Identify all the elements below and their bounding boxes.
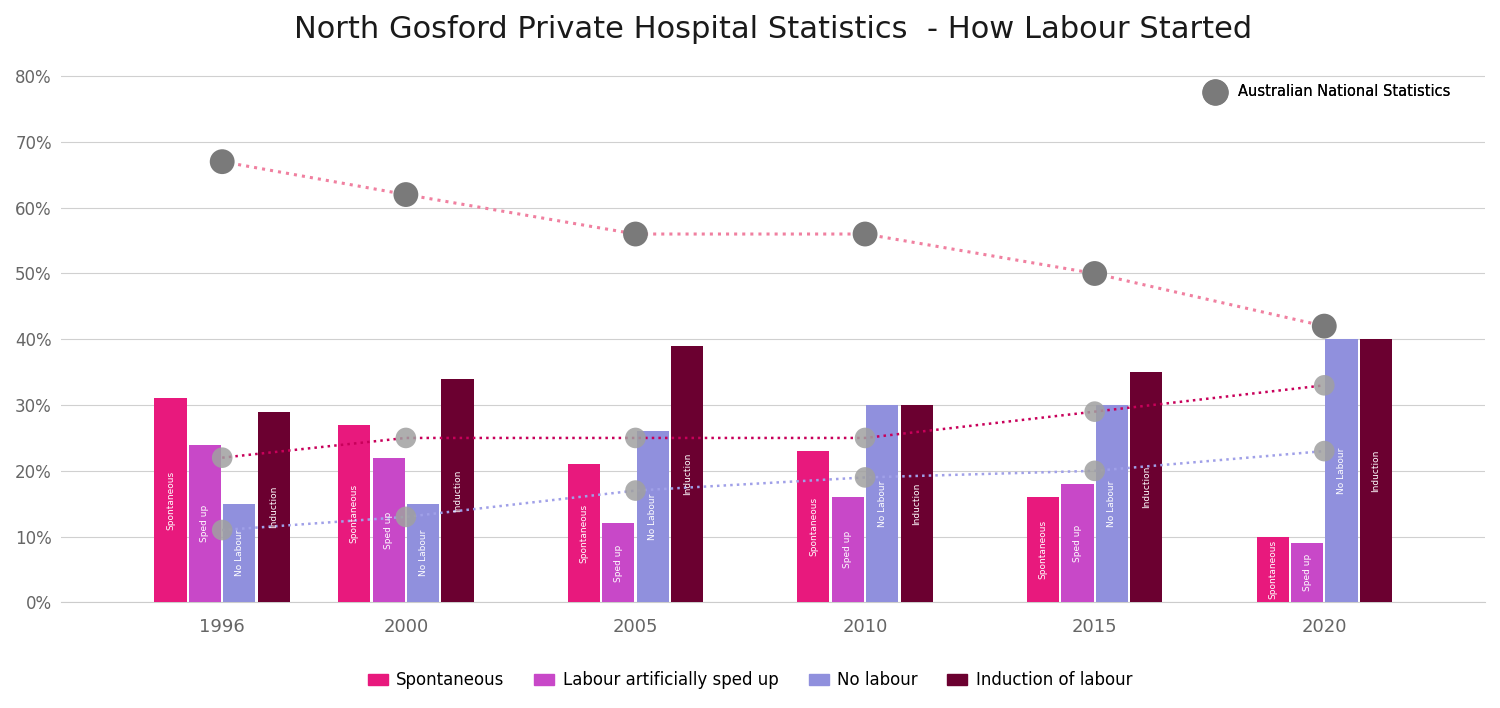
- Text: Spontaneous: Spontaneous: [1268, 540, 1276, 599]
- Text: Induction: Induction: [912, 483, 921, 525]
- Bar: [1062, 484, 1094, 603]
- Bar: [189, 445, 220, 603]
- Point: [1312, 445, 1336, 457]
- Point: [624, 229, 648, 240]
- Point: [1312, 321, 1336, 332]
- Bar: [224, 503, 255, 603]
- Point: [1083, 406, 1107, 417]
- Bar: [258, 411, 290, 603]
- Text: Spontaneous: Spontaneous: [166, 471, 176, 530]
- Bar: [154, 399, 186, 603]
- Point: [1083, 268, 1107, 279]
- Bar: [441, 379, 474, 603]
- Text: Sped up: Sped up: [843, 531, 852, 569]
- Point: [1083, 465, 1107, 476]
- Bar: [1131, 372, 1162, 603]
- Point: [210, 452, 234, 463]
- Bar: [338, 425, 370, 603]
- Bar: [670, 346, 704, 603]
- Bar: [1096, 405, 1128, 603]
- Bar: [406, 503, 439, 603]
- Bar: [1360, 339, 1392, 603]
- Bar: [900, 405, 933, 603]
- Point: [210, 525, 234, 536]
- Point: [624, 485, 648, 496]
- Text: No Labour: No Labour: [1107, 481, 1116, 527]
- Bar: [833, 497, 864, 603]
- Text: Sped up: Sped up: [1302, 554, 1311, 591]
- Text: No Labour: No Labour: [648, 493, 657, 540]
- Text: Induction: Induction: [1371, 450, 1380, 492]
- Point: [1312, 379, 1336, 391]
- Text: No Labour: No Labour: [1336, 447, 1346, 494]
- Title: North Gosford Private Hospital Statistics  - How Labour Started: North Gosford Private Hospital Statistic…: [294, 15, 1252, 44]
- Bar: [1257, 537, 1288, 603]
- Bar: [636, 431, 669, 603]
- Bar: [798, 451, 830, 603]
- Point: [394, 433, 418, 444]
- Text: No Labour: No Labour: [236, 530, 244, 576]
- Text: Induction: Induction: [453, 469, 462, 512]
- Bar: [372, 457, 405, 603]
- Text: Spontaneous: Spontaneous: [579, 504, 588, 563]
- Text: Induction: Induction: [1142, 466, 1150, 508]
- Point: [394, 511, 418, 523]
- Point: [210, 156, 234, 167]
- Legend: Australian National Statistics: Australian National Statistics: [1194, 79, 1456, 105]
- Text: Induction: Induction: [682, 453, 692, 496]
- Point: [853, 229, 877, 240]
- Text: Sped up: Sped up: [201, 505, 210, 542]
- Bar: [602, 523, 634, 603]
- Text: Sped up: Sped up: [614, 544, 622, 581]
- Text: Spontaneous: Spontaneous: [1038, 520, 1047, 579]
- Text: Sped up: Sped up: [1072, 525, 1082, 562]
- Bar: [1028, 497, 1059, 603]
- Text: Sped up: Sped up: [384, 511, 393, 549]
- Bar: [567, 464, 600, 603]
- Text: No Labour: No Labour: [878, 481, 886, 527]
- Point: [853, 433, 877, 444]
- Bar: [865, 405, 898, 603]
- Text: Spontaneous: Spontaneous: [350, 484, 358, 543]
- Text: Spontaneous: Spontaneous: [808, 497, 818, 556]
- Point: [394, 189, 418, 200]
- Point: [624, 433, 648, 444]
- Legend: Spontaneous, Labour artificially sped up, No labour, Induction of labour: Spontaneous, Labour artificially sped up…: [362, 665, 1138, 696]
- Text: Induction: Induction: [270, 486, 279, 528]
- Bar: [1326, 339, 1358, 603]
- Text: No Labour: No Labour: [419, 530, 428, 576]
- Point: [853, 472, 877, 483]
- Bar: [1292, 543, 1323, 603]
